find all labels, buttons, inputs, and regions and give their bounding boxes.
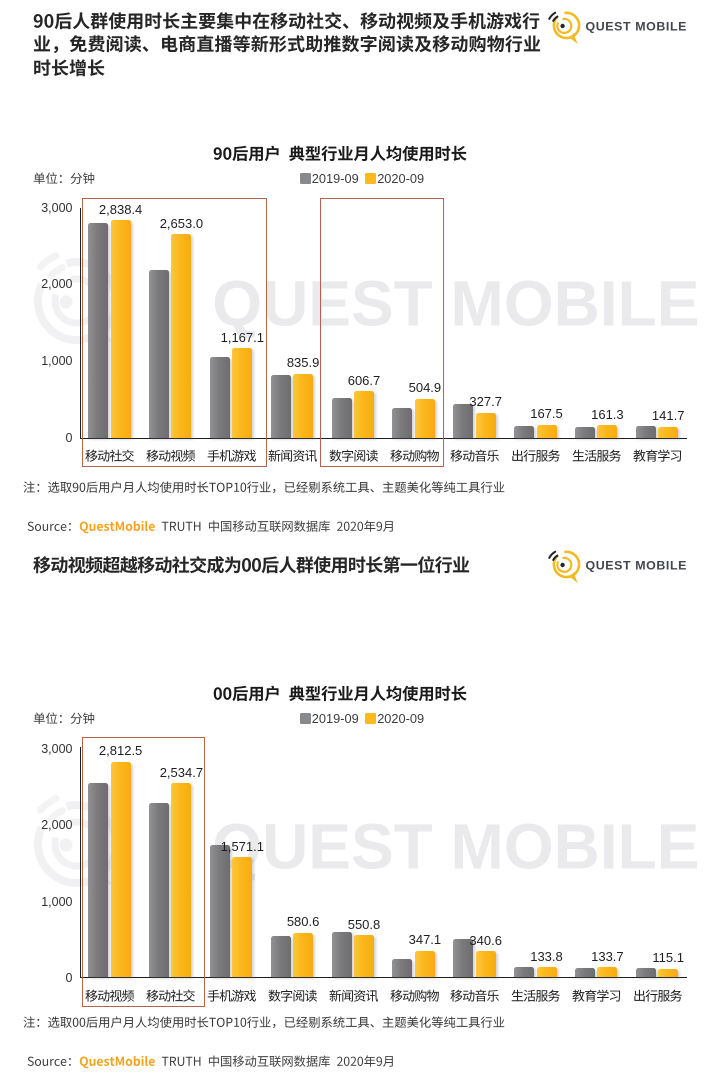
svg-text:QUEST MOBILE: QUEST MOBILE <box>212 268 699 340</box>
svg-text:QUEST MOBILE: QUEST MOBILE <box>586 19 688 33</box>
svg-text:QUEST MOBILE: QUEST MOBILE <box>586 558 688 572</box>
svg-text:QUEST MOBILE: QUEST MOBILE <box>212 811 699 883</box>
